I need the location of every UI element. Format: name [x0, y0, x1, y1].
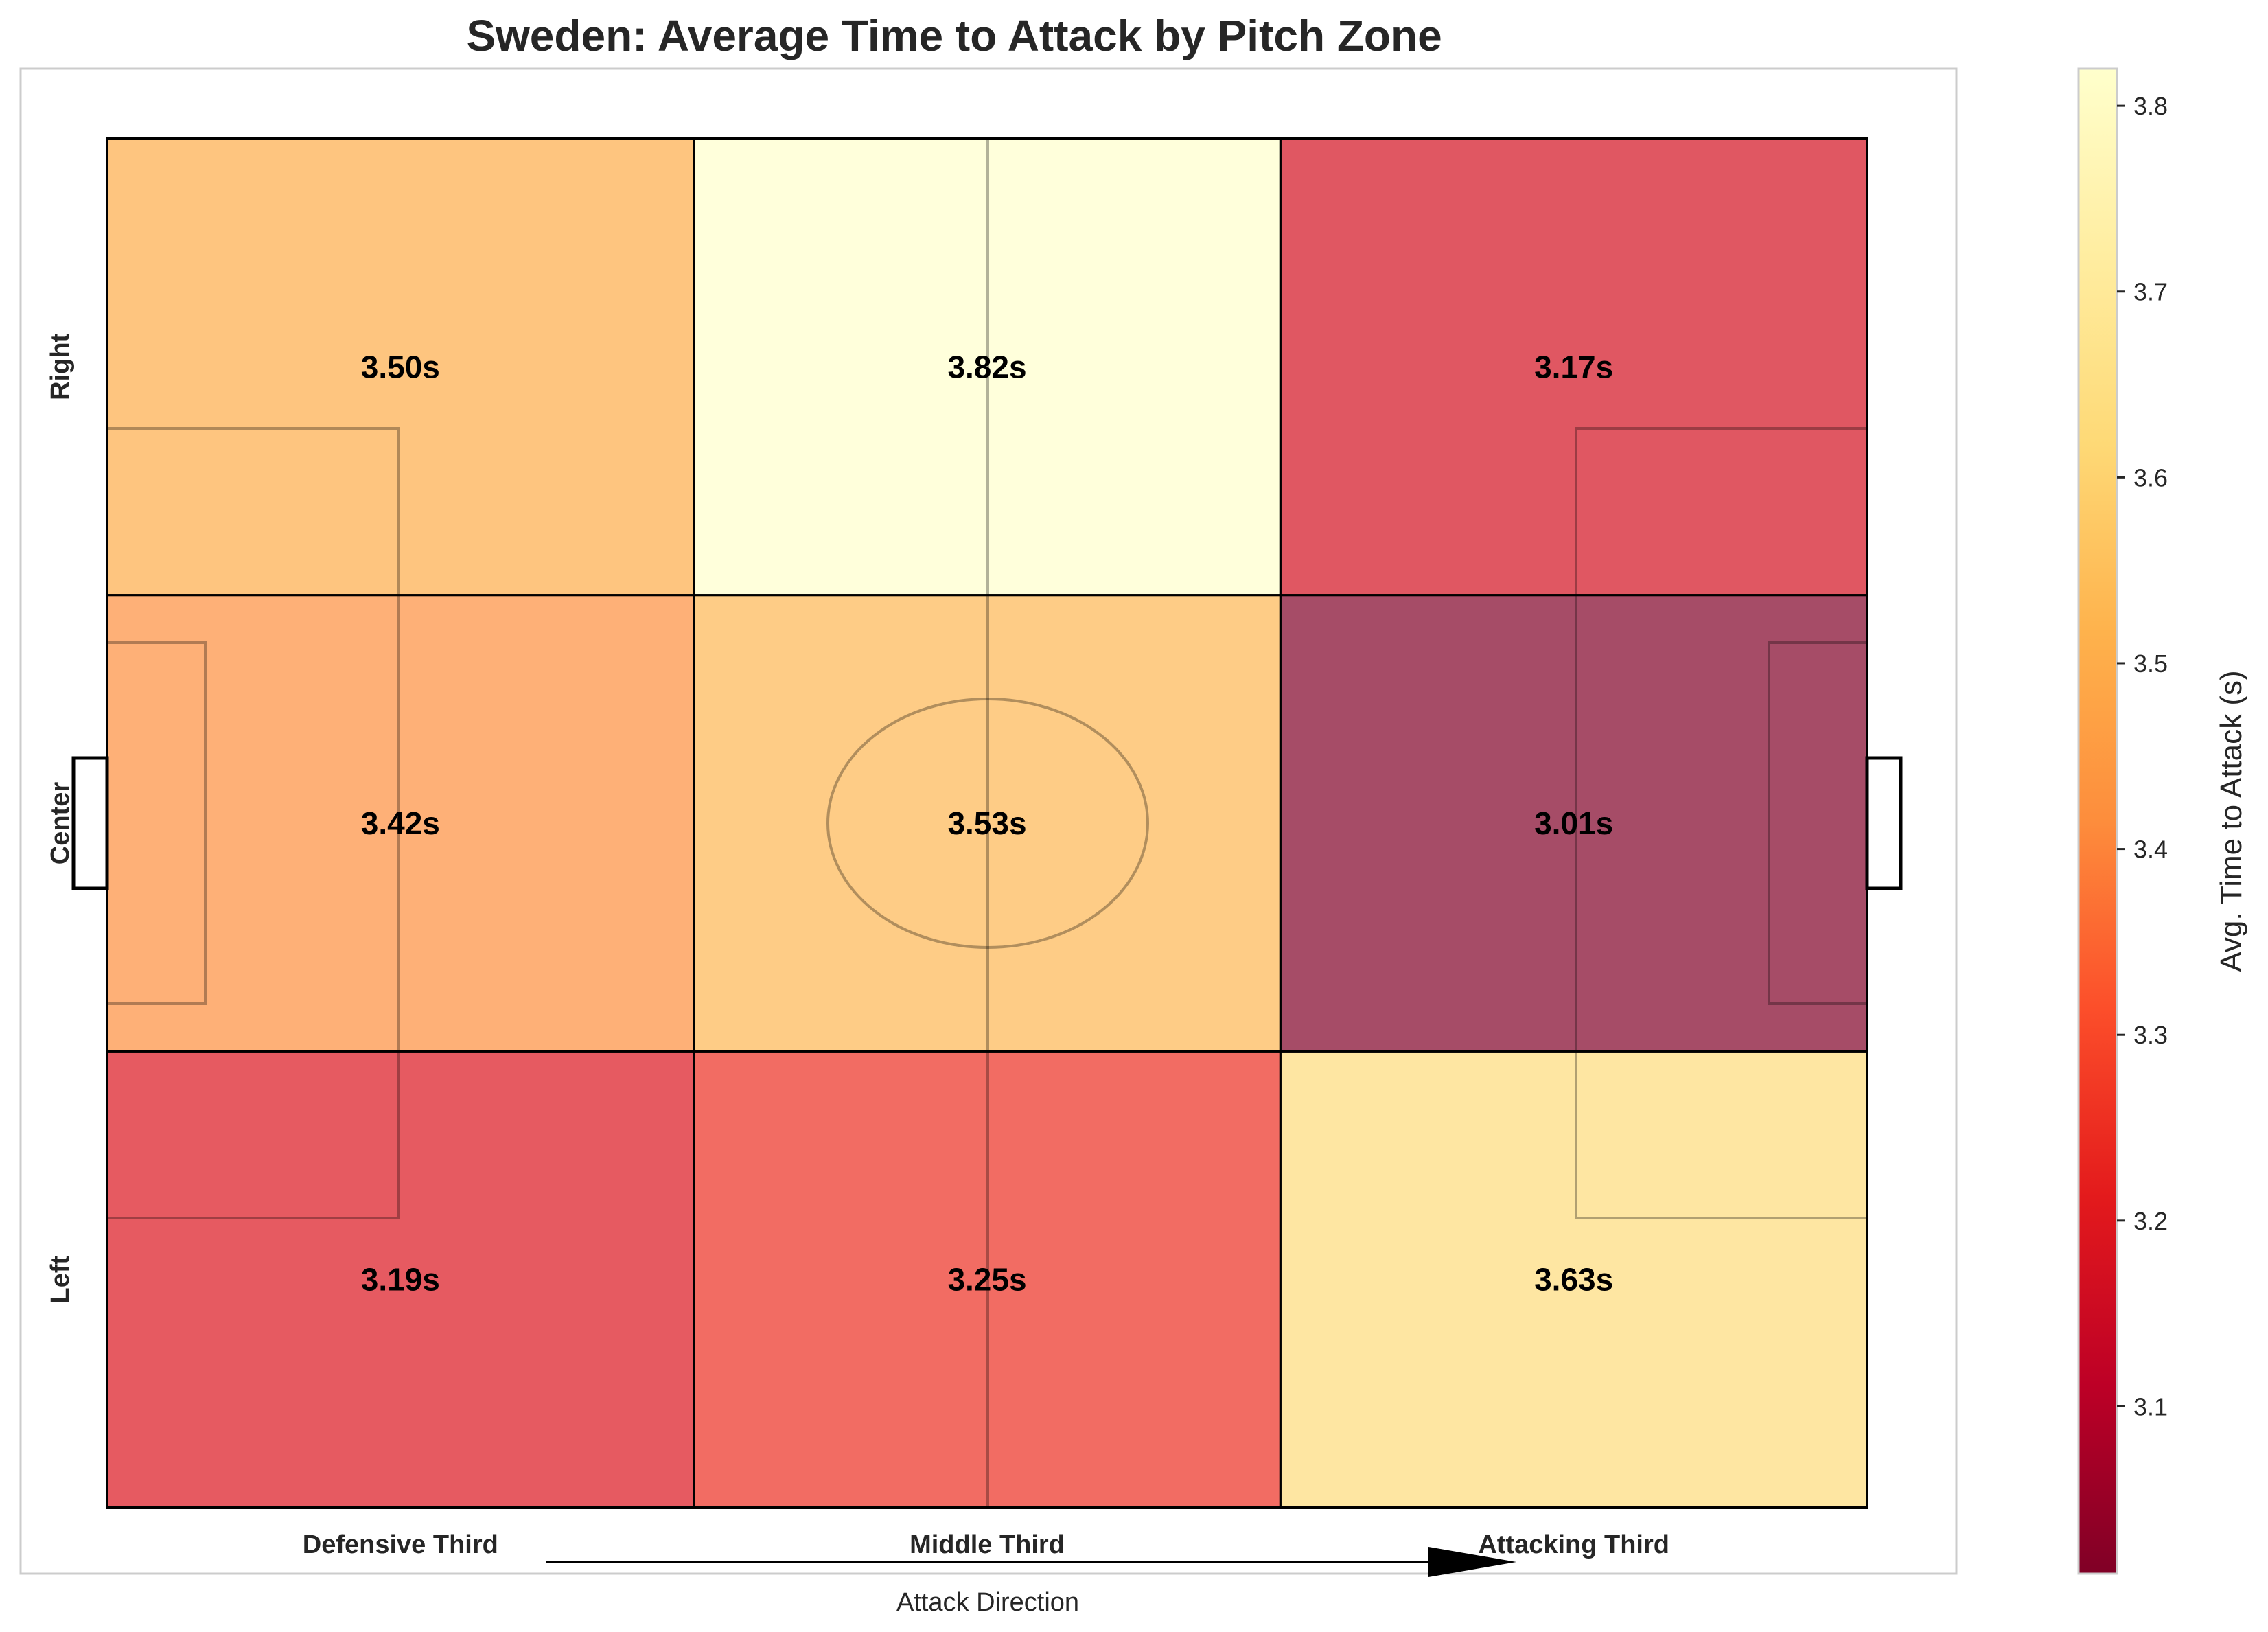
x-tick-label: Defensive Third	[303, 1530, 498, 1559]
heatmap-cell-center-3	[1280, 595, 1867, 1052]
heatmap-cell-right-2	[693, 139, 1281, 595]
cell-value-label: 3.82s	[947, 349, 1026, 384]
colorbar-frame	[2077, 67, 2118, 1575]
heatmap-cell-left-2	[693, 1051, 1281, 1508]
chart-title: Sweden: Average Time to Attack by Pitch …	[466, 11, 1442, 60]
x-axis-label: Attack Direction	[896, 1588, 1079, 1617]
left-goal	[71, 756, 109, 890]
colorbar	[2079, 69, 2117, 1574]
x-tick-label: Middle Third	[910, 1530, 1065, 1559]
colorbar-label: Avg. Time to Attack (s)	[2214, 670, 2248, 972]
heatmap-cell-left-3	[1280, 1051, 1867, 1508]
colorbar-tick-label: 3.4	[2133, 836, 2168, 864]
x-tick-label: Attacking Third	[1478, 1530, 1669, 1559]
x-tick-labels: Defensive Third Middle Third Attacking Thi…	[303, 1530, 1669, 1559]
colorbar-tick-label: 3.6	[2133, 463, 2168, 492]
center-circle	[826, 698, 1149, 949]
cell-value-label: 3.53s	[947, 805, 1026, 841]
heatmap-cells	[107, 139, 1867, 1508]
plot-frame	[19, 67, 1958, 1575]
colorbar-tick-label: 3.8	[2133, 92, 2168, 120]
zone-border-right-3	[1279, 137, 1868, 597]
y-tick-label: Left	[46, 1255, 75, 1303]
colorbar-tick-label: 3.2	[2133, 1207, 2168, 1235]
cell-value-label: 3.42s	[361, 805, 440, 841]
value-labels: 3.19s 3.25s 3.63s 3.42s 3.53s 3.01s 3.50s 3.82s…	[361, 349, 1613, 1297]
heatmap-cell-left-1	[107, 1051, 694, 1508]
cell-value-label: 3.19s	[361, 1262, 440, 1298]
cell-value-label: 3.25s	[947, 1262, 1026, 1298]
y-tick-label: Center	[46, 782, 75, 865]
heatmap-cell-right-3	[1280, 139, 1867, 595]
cell-value-label: 3.01s	[1534, 805, 1613, 841]
colorbar-tick-label: 3.3	[2133, 1021, 2168, 1049]
y-tick-label: Right	[46, 333, 75, 400]
colorbar-tick-label: 3.5	[2133, 650, 2168, 678]
cell-value-label: 3.50s	[361, 349, 440, 384]
colorbar-tick-label: 3.7	[2133, 278, 2168, 306]
y-tick-labels: Left Center Right	[46, 333, 75, 1303]
right-goal	[1865, 756, 1903, 890]
cell-value-label: 3.63s	[1534, 1262, 1613, 1298]
zone-borders	[106, 137, 1868, 1509]
attack-direction-arrow-head	[1428, 1547, 1516, 1577]
heatmap-cell-center-1	[107, 595, 694, 1052]
colorbar-ticks: 3.1 3.2 3.3 3.4 3.5 3.6 3.7 3.8	[2117, 92, 2168, 1421]
heatmap-cell-center-2	[693, 595, 1281, 1052]
colorbar-tick-label: 3.1	[2133, 1392, 2168, 1421]
cell-value-label: 3.17s	[1534, 349, 1613, 384]
heatmap-cell-right-1	[107, 139, 694, 595]
